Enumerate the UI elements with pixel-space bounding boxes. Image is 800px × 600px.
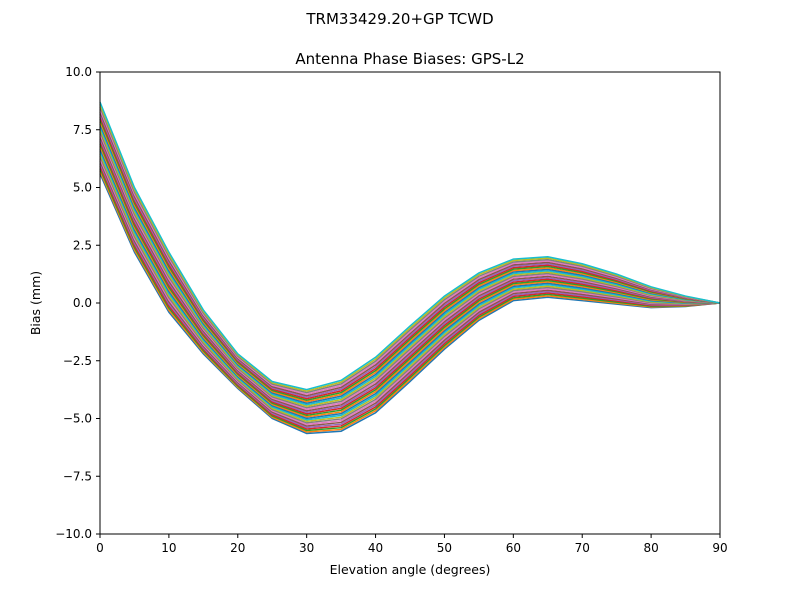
series-line	[99, 146, 721, 418]
y-tick-label: 5.0	[73, 181, 92, 195]
series-line	[99, 131, 721, 409]
y-tick-label: 2.5	[73, 238, 92, 252]
y-tick-label: 7.5	[73, 123, 92, 137]
series-line	[99, 173, 721, 435]
series-line	[99, 123, 721, 405]
series-line	[99, 119, 721, 401]
x-tick-label: 70	[575, 541, 590, 555]
series-line	[99, 111, 721, 397]
series-line	[99, 114, 721, 398]
y-axis: −10.0 −7.5 −5.0 −2.5 0.0 2.5 5.0 7.5 10.0	[55, 65, 100, 541]
series-line	[99, 158, 721, 426]
series-line	[99, 163, 721, 429]
series-line	[99, 168, 721, 432]
series-line	[99, 153, 721, 423]
series-line	[99, 104, 721, 392]
x-tick-label: 30	[299, 541, 314, 555]
series-line	[99, 170, 721, 433]
x-axis-label: Elevation angle (degrees)	[330, 562, 491, 577]
y-tick-label: −7.5	[63, 469, 92, 483]
plot-lines	[99, 101, 721, 435]
series-line	[99, 136, 721, 412]
series-line	[99, 165, 721, 430]
chart-title: Antenna Phase Biases: GPS-L2	[295, 50, 524, 68]
x-tick-label: 50	[437, 541, 452, 555]
series-line	[99, 121, 721, 403]
y-tick-label: −2.5	[63, 354, 92, 368]
x-tick-label: 90	[712, 541, 727, 555]
series-line	[99, 101, 721, 391]
x-tick-label: 0	[96, 541, 104, 555]
y-tick-label: −10.0	[55, 527, 92, 541]
series-line	[99, 148, 721, 420]
y-axis-label: Bias (mm)	[28, 271, 43, 335]
x-tick-label: 80	[643, 541, 658, 555]
series-line	[99, 126, 721, 406]
figure-suptitle: TRM33429.20+GP TCWD	[305, 10, 493, 28]
x-tick-label: 20	[230, 541, 245, 555]
y-tick-label: −5.0	[63, 412, 92, 426]
x-axis: 0 10 20 30 40 50 60 70 80 90	[96, 534, 728, 555]
series-line	[99, 141, 721, 415]
y-tick-label: 0.0	[73, 296, 92, 310]
series-line	[99, 156, 721, 424]
y-tick-label: 10.0	[65, 65, 92, 79]
series-line	[99, 106, 721, 394]
x-tick-label: 40	[368, 541, 383, 555]
x-tick-label: 10	[161, 541, 176, 555]
series-line	[99, 138, 721, 414]
series-line	[99, 133, 721, 411]
series-line	[99, 109, 721, 395]
series-line	[99, 143, 721, 417]
series-line	[99, 116, 721, 400]
x-tick-label: 60	[506, 541, 521, 555]
series-line	[99, 128, 721, 408]
series-line	[99, 151, 721, 421]
series-line	[99, 160, 721, 427]
